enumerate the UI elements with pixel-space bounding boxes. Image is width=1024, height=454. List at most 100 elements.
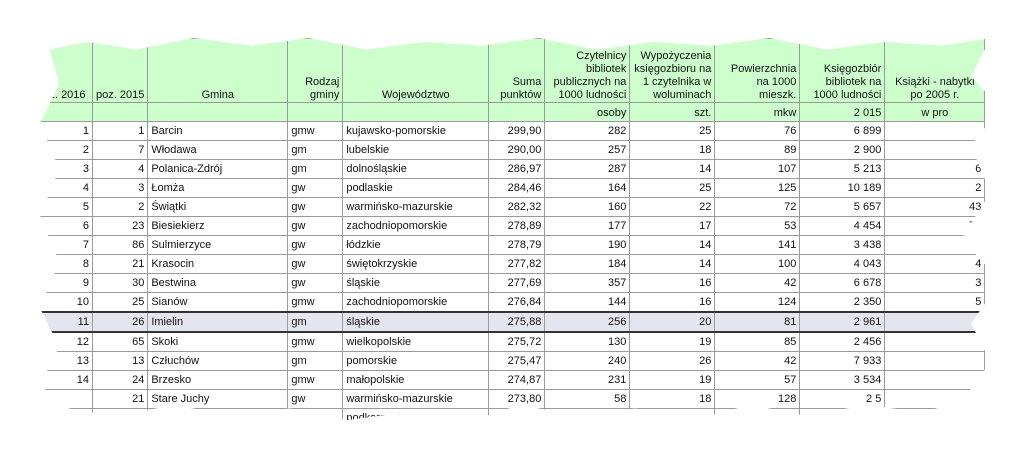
table-cell[interactable]: gmw [287, 121, 344, 141]
table-cell[interactable]: podlaskie [342, 178, 490, 198]
table-cell[interactable]: 257 [544, 140, 631, 160]
table-cell[interactable]: Człuchów [147, 351, 289, 371]
table-cell[interactable] [884, 408, 986, 424]
table-cell[interactable]: 4 454 [799, 216, 886, 236]
table-cell[interactable] [884, 370, 986, 390]
table-cell[interactable] [629, 408, 716, 424]
table-cell[interactable]: gm [287, 140, 344, 160]
table-cell[interactable]: 4 043 [799, 254, 886, 274]
table-cell[interactable]: 231 [544, 370, 631, 390]
table-cell[interactable]: gw [287, 254, 344, 274]
table-cell[interactable]: 7 [91, 140, 149, 160]
table-cell[interactable]: 12 [40, 331, 93, 352]
table-cell[interactable]: 275,88 [488, 311, 546, 333]
table-cell[interactable]: 21 [91, 254, 149, 274]
table-cell[interactable]: 124 [714, 292, 801, 313]
table-cell[interactable]: 76 [884, 216, 986, 236]
table-cell[interactable]: 72 [714, 197, 801, 217]
table-cell[interactable]: 144 [544, 292, 631, 313]
table-row[interactable]: 9 30 Bestwina gw śląskie 277,69 357 16 42 6 678 3 [40, 273, 986, 293]
table-cell[interactable]: 16 [629, 292, 716, 313]
table-cell[interactable]: 287 [544, 159, 631, 179]
table-cell[interactable]: 19 [629, 331, 716, 352]
table-cell[interactable]: 275,47 [488, 351, 546, 371]
table-cell[interactable]: 2 961 [799, 311, 886, 333]
table-row[interactable]: 1 1 Barcin gmw kujawsko-pomorskie 299,90 282 25… [40, 121, 986, 141]
table-cell[interactable]: 8 [40, 254, 93, 274]
table-cell[interactable]: 6 [40, 216, 93, 236]
table-cell[interactable]: 86 [91, 235, 149, 255]
table-row[interactable]: 8 21 Krasocin gw świętokrzyskie 277,82 184 14 10… [40, 254, 986, 274]
table-cell[interactable]: 24 [91, 370, 149, 390]
table-cell[interactable]: 25 [91, 292, 149, 313]
table-cell[interactable]: 6 [884, 159, 986, 179]
table-cell[interactable]: 3 [884, 273, 986, 293]
table-cell[interactable] [799, 408, 886, 424]
table-cell[interactable]: 10 189 [799, 178, 886, 198]
table-cell[interactable]: Sianów [147, 292, 289, 313]
table-cell[interactable]: 2 [884, 178, 986, 198]
table-cell[interactable]: 22 [629, 197, 716, 217]
table-cell[interactable]: 290,00 [488, 140, 546, 160]
table-cell[interactable] [40, 408, 93, 424]
table-cell[interactable]: gmw [287, 292, 344, 313]
table-cell[interactable]: 26 [91, 311, 149, 333]
table-cell[interactable] [884, 121, 986, 141]
table-cell[interactable]: 184 [544, 254, 631, 274]
table-cell[interactable]: 42 [714, 351, 801, 371]
table-cell[interactable]: łódzkie [342, 235, 490, 255]
table-cell[interactable] [884, 331, 986, 352]
table-cell[interactable]: 23 [91, 216, 149, 236]
table-row[interactable]: gm podkarpackie 272 65 [40, 408, 986, 424]
table-cell[interactable]: Sulmierzyce [147, 235, 289, 255]
table-cell[interactable]: 81 [714, 311, 801, 333]
table-row[interactable]: 6 23 Biesiekierz gw zachodniopomorskie 278,89… [40, 216, 986, 236]
table-cell[interactable]: 2 900 [799, 140, 886, 160]
table-cell[interactable]: 14 [40, 370, 93, 390]
table-cell[interactable]: 42 [714, 273, 801, 293]
table-cell[interactable]: 4 [91, 159, 149, 179]
table-cell[interactable]: Stare Juchy [147, 389, 289, 409]
table-cell[interactable]: 125 [714, 178, 801, 198]
table-cell[interactable]: 284,46 [488, 178, 546, 198]
table-cell[interactable]: gw [287, 178, 344, 198]
table-cell[interactable]: Brzesko [147, 370, 289, 390]
table-cell[interactable]: 9 [40, 273, 93, 293]
table-cell[interactable]: 130 [544, 331, 631, 352]
table-cell[interactable]: 18 [629, 140, 716, 160]
table-cell[interactable]: 274,87 [488, 370, 546, 390]
table-cell[interactable]: 14 [629, 254, 716, 274]
table-cell[interactable] [884, 311, 986, 333]
table-cell[interactable]: 286,97 [488, 159, 546, 179]
table-cell[interactable]: Łomża [147, 178, 289, 198]
table-cell[interactable]: gw [287, 235, 344, 255]
table-cell[interactable]: 13 [40, 351, 93, 371]
table-cell[interactable] [884, 389, 986, 409]
table-row[interactable]: 4 3 Łomża gw podlaskie 284,46 164 25 125 10 189 2 [40, 178, 986, 198]
table-cell[interactable]: 57 [714, 370, 801, 390]
table-cell[interactable]: 19 [629, 370, 716, 390]
table-cell[interactable]: Bestwina [147, 273, 289, 293]
table-cell[interactable] [147, 408, 289, 424]
table-cell[interactable]: gw [287, 197, 344, 217]
table-cell[interactable]: 1 [40, 121, 93, 141]
table-cell[interactable]: 5 [40, 197, 93, 217]
table-cell[interactable]: 177 [544, 216, 631, 236]
table-cell[interactable]: 30 [91, 273, 149, 293]
table-cell[interactable]: gm [287, 311, 344, 333]
table-row[interactable]: 12 65 Skoki gmw wielkopolskie 275,72 130 19 85 2 … [40, 331, 986, 352]
table-cell[interactable]: 5 213 [799, 159, 886, 179]
table-cell[interactable]: 277,82 [488, 254, 546, 274]
table-cell[interactable]: 17 [629, 216, 716, 236]
table-cell[interactable]: zachodniopomorskie [342, 216, 490, 236]
table-cell[interactable]: 65 [714, 408, 801, 424]
table-cell[interactable]: 282 [544, 121, 631, 141]
table-cell[interactable]: dolnośląskie [342, 159, 490, 179]
table-cell[interactable]: kujawsko-pomorskie [342, 121, 490, 141]
table-cell[interactable]: 16 [629, 273, 716, 293]
table-cell[interactable]: małopolskie [342, 370, 490, 390]
table-cell[interactable]: 256 [544, 311, 631, 333]
table-row[interactable]: 13 13 Człuchów gm pomorskie 275,47 240 26 42 7 93… [40, 351, 986, 371]
table-cell[interactable]: 278,79 [488, 235, 546, 255]
table-cell[interactable]: śląskie [342, 311, 490, 333]
